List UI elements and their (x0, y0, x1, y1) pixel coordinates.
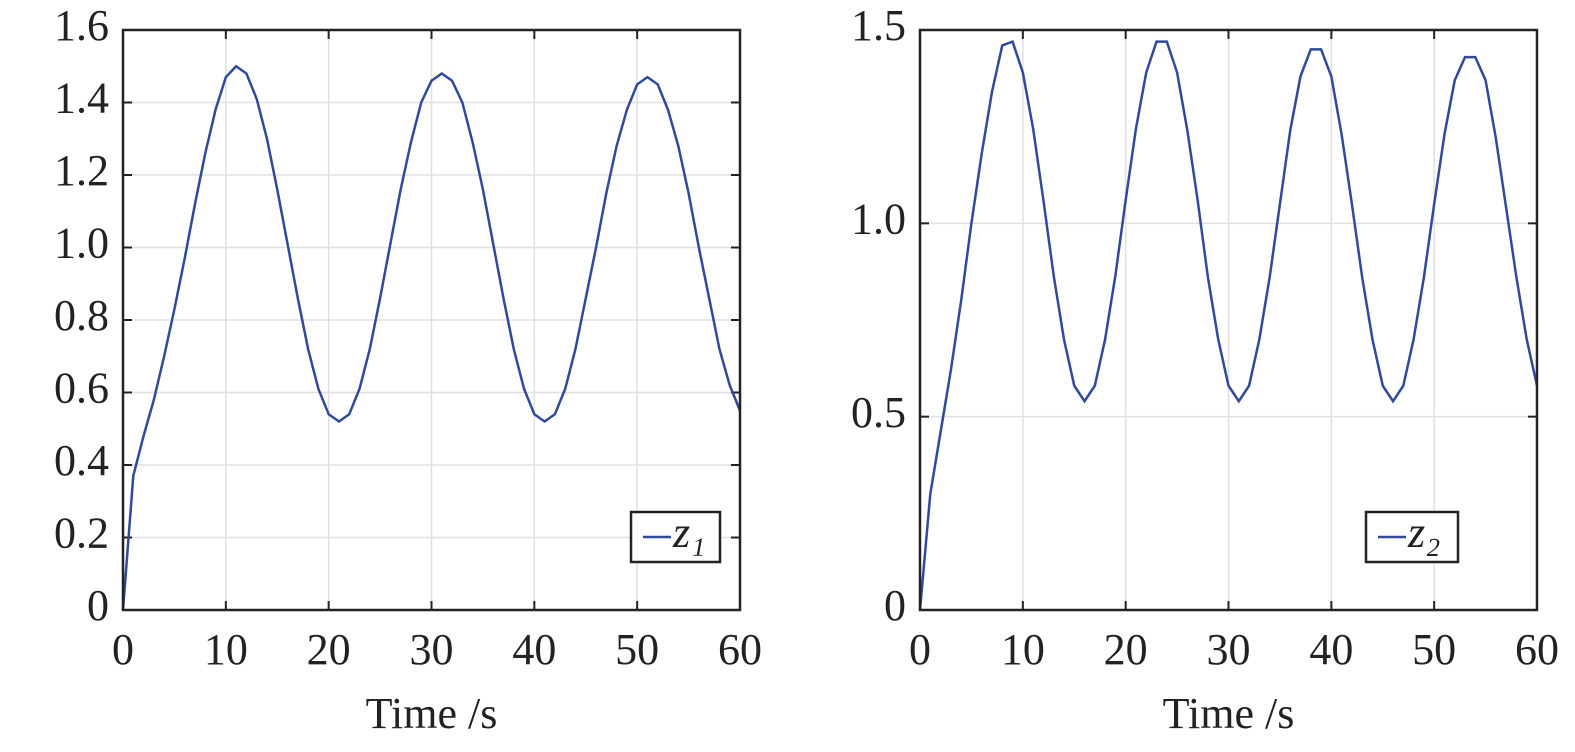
data-line (121, 64, 742, 611)
y-tick-label: 1.6 (54, 1, 109, 50)
x-tick-label: 40 (1309, 625, 1353, 674)
y-tick-label: 1.0 (54, 219, 109, 268)
x-tick-label: 10 (204, 625, 248, 674)
y-tick-label: 0.6 (54, 364, 109, 413)
x-tick-label: 30 (1207, 625, 1251, 674)
y-tick-label: 1.4 (54, 74, 109, 123)
x-tick-label: 30 (410, 625, 454, 674)
x-tick-label: 0 (112, 625, 134, 674)
y-tick-label: 1.0 (851, 194, 906, 243)
x-axis-label: Time /s (366, 689, 498, 738)
y-tick-label: 0.2 (54, 509, 109, 558)
x-tick-label: 10 (1001, 625, 1045, 674)
x-tick-label: 60 (1515, 625, 1559, 674)
y-tick-label: 0 (87, 581, 109, 630)
y-tick-label: 0.4 (54, 436, 109, 485)
y-tick-label: 0.8 (54, 291, 109, 340)
data-line (918, 39, 1539, 611)
plot-frame (918, 28, 1539, 612)
x-tick-label: 40 (512, 625, 556, 674)
legend-label: z₂ (1407, 508, 1440, 557)
x-tick-label: 50 (1412, 625, 1456, 674)
y-tick-label: 1.5 (851, 1, 906, 50)
y-tick-label: 0 (884, 581, 906, 630)
y-tick-label: 0.5 (851, 388, 906, 437)
x-tick-label: 20 (1104, 625, 1148, 674)
x-tick-label: 60 (718, 625, 762, 674)
x-tick-label: 50 (615, 625, 659, 674)
x-axis-label: Time /s (1163, 689, 1295, 738)
plot-frame (121, 28, 742, 612)
x-tick-label: 0 (909, 625, 931, 674)
x-tick-label: 20 (307, 625, 351, 674)
y-tick-label: 1.2 (54, 146, 109, 195)
legend-label: z₁ (672, 508, 705, 557)
